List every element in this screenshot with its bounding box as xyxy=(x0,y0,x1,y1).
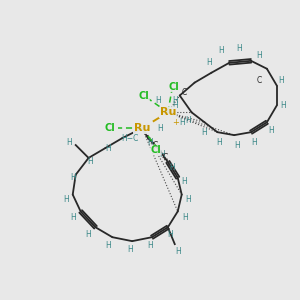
Text: Cl: Cl xyxy=(168,82,179,92)
Text: Ru: Ru xyxy=(134,123,150,133)
Text: H: H xyxy=(175,247,181,256)
Text: H: H xyxy=(63,195,69,204)
Text: H: H xyxy=(182,213,188,222)
Text: H: H xyxy=(167,230,173,239)
Text: H: H xyxy=(66,138,72,147)
Text: H: H xyxy=(202,128,207,137)
Text: Cl: Cl xyxy=(105,123,116,133)
Text: C: C xyxy=(256,76,262,85)
Text: +: + xyxy=(172,118,179,127)
Text: H: H xyxy=(236,44,242,53)
Text: H: H xyxy=(157,124,163,133)
Text: H: H xyxy=(207,58,212,67)
Text: C: C xyxy=(162,153,167,162)
Text: H: H xyxy=(70,173,76,182)
Text: Ru: Ru xyxy=(160,107,176,117)
Text: H: H xyxy=(280,101,286,110)
Text: H: H xyxy=(147,241,153,250)
Text: H: H xyxy=(155,96,161,105)
Text: H: H xyxy=(268,126,274,135)
Text: H: H xyxy=(172,96,178,105)
Text: H: H xyxy=(106,143,111,152)
Text: H: H xyxy=(251,138,257,147)
Text: H: H xyxy=(127,244,133,253)
Text: H: H xyxy=(218,46,224,56)
Text: C: C xyxy=(182,88,187,97)
Text: C: C xyxy=(152,140,158,149)
Text: H: H xyxy=(88,158,93,166)
Text: H: H xyxy=(256,51,262,60)
Text: H−C: H−C xyxy=(122,134,139,142)
Text: H: H xyxy=(185,116,191,125)
Text: H: H xyxy=(278,76,284,85)
Text: H: H xyxy=(185,195,191,204)
Text: H: H xyxy=(234,140,240,149)
Text: Cl: Cl xyxy=(139,91,149,100)
Text: H: H xyxy=(217,138,222,147)
Text: H: H xyxy=(179,118,184,127)
Text: H: H xyxy=(70,213,76,222)
Text: H: H xyxy=(181,177,187,186)
Text: H: H xyxy=(147,138,153,147)
Text: Cl: Cl xyxy=(151,145,161,155)
Text: H: H xyxy=(172,101,178,110)
Text: H: H xyxy=(106,241,111,250)
Text: H: H xyxy=(159,151,165,160)
Text: H: H xyxy=(86,230,92,239)
Text: H: H xyxy=(169,163,175,172)
